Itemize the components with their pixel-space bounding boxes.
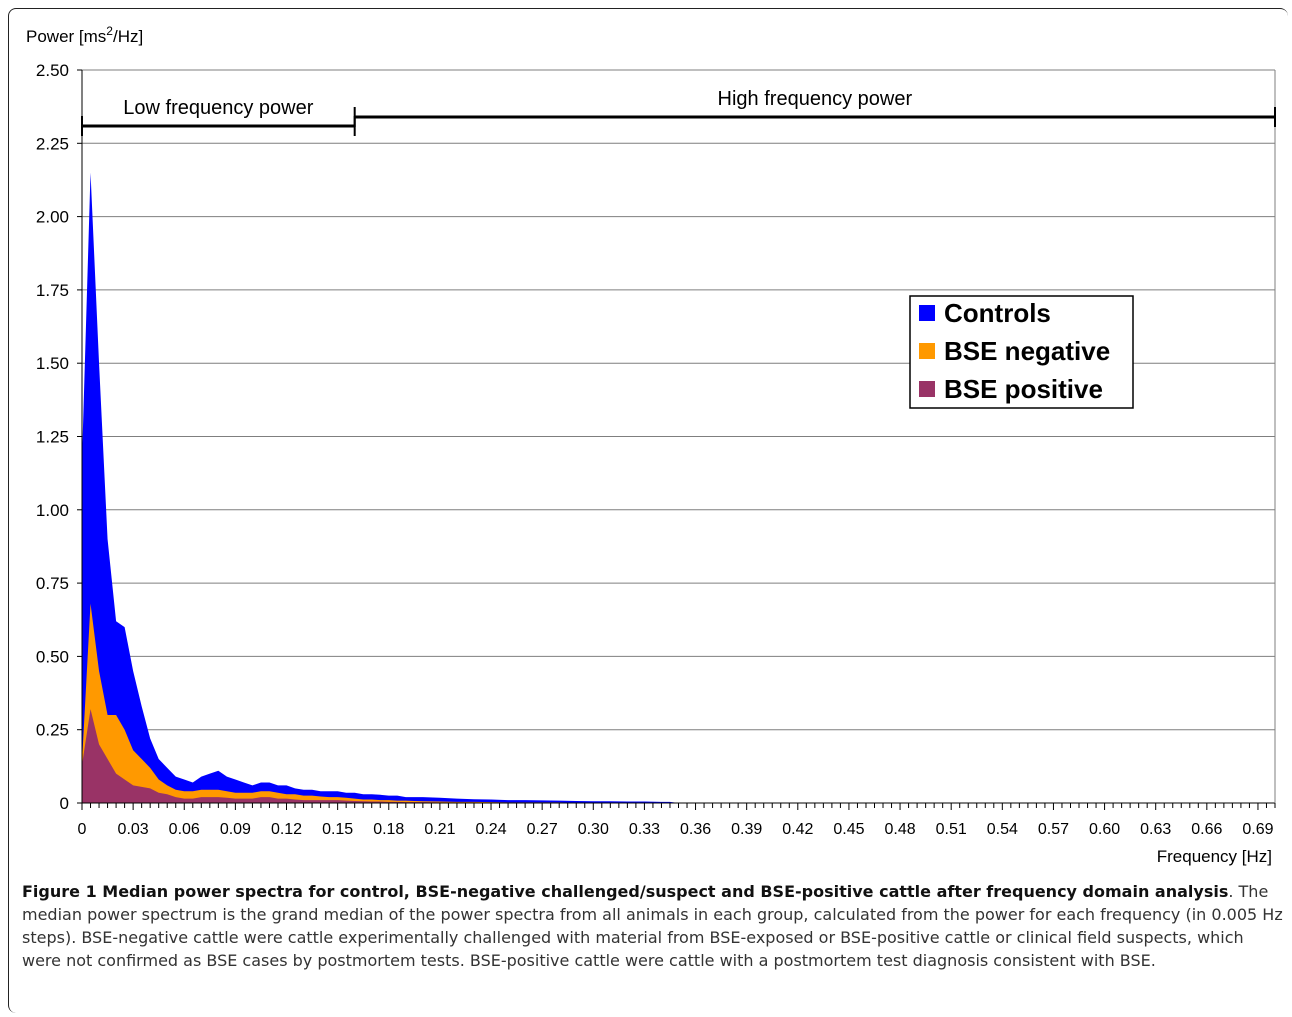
y-tick-label: 2.50 [36, 61, 69, 80]
x-tick-label: 0.12 [271, 821, 302, 838]
x-tick-label: 0.09 [220, 821, 251, 838]
x-tick-label: 0 [78, 821, 87, 838]
legend-label: BSE positive [944, 374, 1103, 404]
x-axis-label: Frequency [Hz] [1157, 847, 1272, 866]
caption-title: Figure 1 Median power spectra for contro… [22, 882, 1229, 901]
power-spectra-chart: Power [ms2/Hz] 2.50 2.25 2.00 1.75 1.50 1.25 1… [26, 24, 1276, 866]
figure-frame [8, 8, 1288, 1013]
caption-title-end: . [1228, 882, 1234, 901]
x-tick-label: 0.66 [1191, 821, 1222, 838]
area-bse-positive [82, 709, 679, 803]
y-tick-label: 0 [60, 794, 69, 813]
x-tick-labels: 0 0.03 0.06 0.09 0.12 0.15 0.18 0.21 0.24 0.27 0.3… [78, 821, 1274, 838]
x-tick-label: 0.24 [475, 821, 506, 838]
band-label: High frequency power [718, 88, 913, 110]
y-tick-label: 1.25 [36, 428, 69, 447]
axes [81, 70, 1276, 810]
legend-box [909, 295, 1134, 409]
x-tick-label: 0.63 [1140, 821, 1171, 838]
y-tick-label: 0.50 [36, 647, 69, 666]
y-axis-label-pre: Power [ms [26, 27, 106, 46]
x-tick-label: 0.39 [731, 821, 762, 838]
x-tick-label: 0.15 [322, 821, 353, 838]
y-tick-label: 1.00 [36, 501, 69, 520]
y-tick-label: 0.25 [36, 721, 69, 740]
legend-swatch [919, 343, 935, 359]
y-tick-label: 1.75 [36, 281, 69, 300]
y-axis-label: Power [ms2/Hz] [26, 24, 143, 46]
series-areas [82, 172, 679, 803]
frequency-bands: Low frequency power High frequency power [81, 88, 1276, 136]
x-tick-label: 0.51 [936, 821, 967, 838]
x-tick-label: 0.42 [782, 821, 813, 838]
legend-swatch [919, 305, 935, 321]
caption-body: The median power spectrum is the grand m… [22, 882, 1283, 970]
x-tick-label: 0.30 [578, 821, 609, 838]
legend-label: Controls [944, 298, 1051, 328]
x-tick-label: 0.21 [424, 821, 455, 838]
area-bse-negative [82, 603, 679, 803]
y-tick-label: 2.00 [36, 208, 69, 227]
x-tick-label: 0.36 [680, 821, 711, 838]
x-tick-label: 0.03 [118, 821, 149, 838]
x-tick-label: 0.60 [1089, 821, 1120, 838]
y-axis-label-post: /Hz] [113, 27, 143, 46]
x-tick-label: 0.18 [373, 821, 404, 838]
y-tick-label: 1.50 [36, 354, 69, 373]
y-axis-label-sup: 2 [106, 24, 113, 38]
x-tick-label: 0.45 [833, 821, 864, 838]
legend-swatch [919, 381, 935, 397]
x-tick-label: 0.69 [1242, 821, 1273, 838]
band-label: Low frequency power [123, 97, 313, 119]
x-tick-label: 0.27 [527, 821, 558, 838]
x-tick-label: 0.48 [884, 821, 915, 838]
area-controls [82, 172, 679, 803]
x-tick-label: 0.06 [169, 821, 200, 838]
x-tick-label: 0.57 [1038, 821, 1069, 838]
y-tick-labels: 2.50 2.25 2.00 1.75 1.50 1.25 1.00 0.75 0.50 0.25… [36, 61, 82, 813]
y-tick-label: 0.75 [36, 574, 69, 593]
gridlines [82, 69, 1275, 731]
x-tick-label: 0.33 [629, 821, 660, 838]
legend: Controls BSE negative BSE positive [909, 295, 1134, 409]
legend-label: BSE negative [944, 336, 1110, 366]
y-tick-label: 2.25 [36, 134, 69, 153]
figure-caption: Figure 1 Median power spectra for contro… [22, 880, 1284, 972]
x-tick-label: 0.54 [987, 821, 1018, 838]
